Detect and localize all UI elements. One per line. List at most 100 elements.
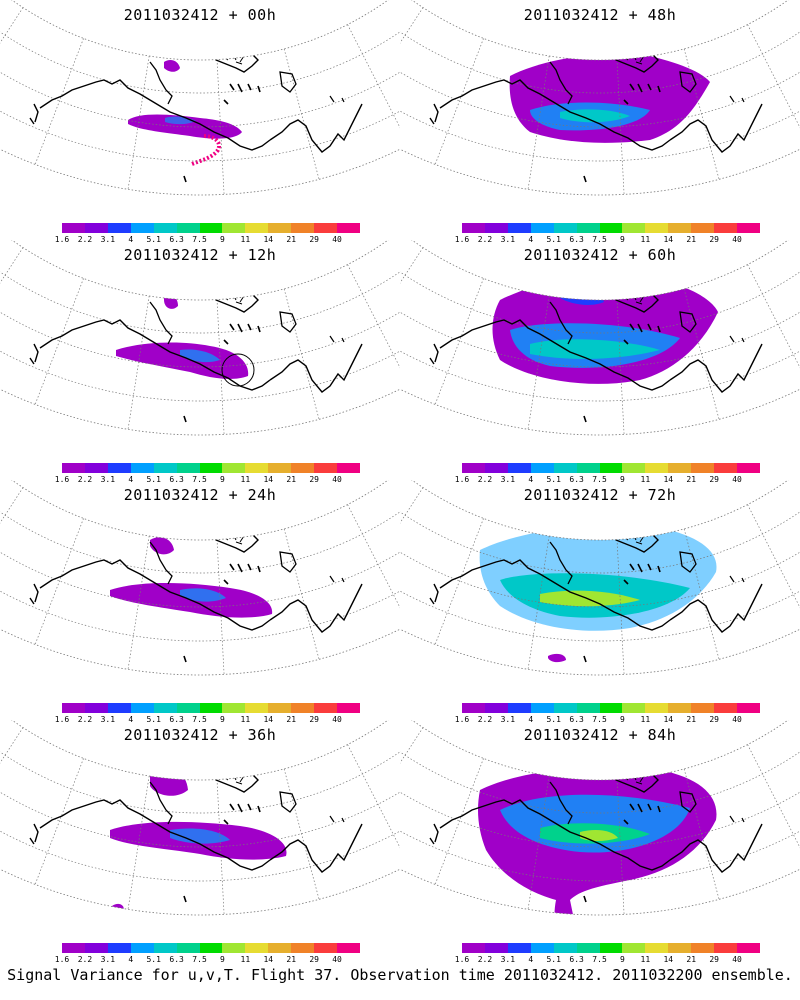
colorbar-swatch (576, 703, 600, 713)
panel-title: 2011032412 + 00h (123, 6, 277, 24)
colorbar-swatch (245, 703, 269, 713)
colorbar-tick-label: 3.1 (500, 475, 516, 484)
colorbar-tick-label: 14 (663, 715, 674, 724)
colorbar-tick-label: 29 (309, 955, 319, 964)
colorbar-tick-label: 40 (332, 955, 342, 964)
map-panel-12h: 2011032412 + 12h 1.6 2.2 3.1 4 5.1 6.3 7.5 9 11 1… (0, 240, 400, 490)
colorbar-tick-label: 21 (286, 955, 297, 964)
colorbar-tick-label: 4 (128, 955, 134, 964)
colorbar-swatch (176, 703, 200, 713)
colorbar-swatch (668, 943, 692, 953)
colorbar-swatch (84, 463, 108, 473)
panel-title: 2011032412 + 24h (123, 486, 277, 504)
colorbar-tick-label: 4 (528, 955, 534, 964)
colorbar-tick-label: 11 (240, 955, 251, 964)
colorbar-swatch (714, 703, 738, 713)
colorbar-tick-label: 7.5 (592, 235, 607, 244)
colorbar-swatch (737, 703, 760, 713)
colorbar-tick-label: 9 (220, 715, 225, 724)
colorbar-swatch (553, 223, 577, 233)
colorbar-tick-label: 6.3 (169, 715, 184, 724)
panel-title: 2011032412 + 48h (523, 6, 677, 24)
colorbar-tick-label: 7.5 (192, 235, 207, 244)
map-panel-36h: 2011032412 + 36h 1.6 2.2 3.1 4 5.1 6.3 7.5 9 11 1… (0, 720, 400, 970)
colorbar-swatch (107, 943, 131, 953)
colorbar-tick-label: 5.1 (546, 715, 561, 724)
colorbar-tick-label: 3.1 (100, 235, 116, 244)
colorbar-tick-label: 2.2 (477, 955, 493, 964)
colorbar-tick-label: 29 (709, 715, 719, 724)
map-panel-60h: 2011032412 + 60h 1.6 2.2 3.1 4 5.1 6.3 7.5 9 11 1… (400, 240, 800, 490)
colorbar-swatch (622, 223, 646, 233)
colorbar (62, 223, 360, 233)
polar-stereographic-map (0, 0, 400, 196)
colorbar-swatch (737, 223, 760, 233)
colorbar-tick-label: 1.6 (54, 955, 70, 964)
colorbar-swatch (622, 463, 646, 473)
colorbar-tick-label: 6.3 (169, 475, 184, 484)
colorbar-tick-label: 3.1 (500, 955, 516, 964)
colorbar-tick-label: 40 (332, 235, 342, 244)
map-panel-72h: 2011032412 + 72h 1.6 2.2 3.1 4 5.1 6.3 7.5 9 11 1… (400, 480, 800, 730)
colorbar-tick-label: 21 (686, 715, 697, 724)
colorbar-tick-label: 7.5 (592, 715, 607, 724)
colorbar-tick-label: 4 (128, 475, 134, 484)
colorbar-swatch (714, 463, 738, 473)
colorbar-swatch (599, 223, 623, 233)
polar-stereographic-map (0, 720, 400, 916)
polar-stereographic-map (400, 240, 800, 436)
colorbar-swatch (153, 943, 177, 953)
colorbar-swatch (222, 943, 246, 953)
colorbar-swatch (245, 943, 269, 953)
colorbar-swatch (84, 943, 108, 953)
colorbar-tick-label: 14 (663, 955, 674, 964)
colorbar-tick-label: 21 (286, 715, 297, 724)
colorbar-swatch (462, 943, 485, 953)
colorbar-tick-label: 40 (732, 475, 742, 484)
colorbar-swatch (130, 703, 154, 713)
colorbar-tick-label: 40 (732, 955, 742, 964)
colorbar-tick-label: 3.1 (100, 715, 116, 724)
colorbar-tick-label: 6.3 (569, 955, 584, 964)
colorbar-tick-label: 6.3 (569, 475, 584, 484)
colorbar-tick-label: 40 (332, 715, 342, 724)
polar-stereographic-map (400, 0, 800, 196)
colorbar-tick-label: 40 (732, 715, 742, 724)
colorbar-tick-label: 1.6 (454, 715, 470, 724)
polar-stereographic-map (0, 240, 400, 436)
colorbar-swatch (553, 703, 577, 713)
map-panel-24h: 2011032412 + 24h 1.6 2.2 3.1 4 5.1 6.3 7.5 9 11 1… (0, 480, 400, 730)
colorbar-swatch (645, 223, 669, 233)
colorbar-swatch (130, 943, 154, 953)
colorbar-tick-label: 1.6 (454, 955, 470, 964)
colorbar-tick-label: 21 (686, 235, 697, 244)
colorbar-tick-label: 1.6 (54, 235, 70, 244)
colorbar-tick-label: 11 (240, 475, 251, 484)
colorbar-tick-label: 7.5 (592, 475, 607, 484)
colorbar-swatch (507, 703, 531, 713)
colorbar-tick-label: 14 (663, 235, 674, 244)
colorbar-tick-label: 21 (686, 475, 697, 484)
colorbar-swatch (530, 703, 554, 713)
colorbar-tick-label: 4 (128, 715, 134, 724)
colorbar-tick-label: 14 (263, 475, 274, 484)
colorbar (462, 223, 760, 233)
colorbar-swatch (599, 703, 623, 713)
colorbar-tick-label: 29 (709, 955, 719, 964)
colorbar-tick-label: 6.3 (569, 715, 584, 724)
colorbar-tick-label: 2.2 (77, 955, 93, 964)
colorbar-swatch (691, 223, 715, 233)
colorbar-tick-label: 5.1 (546, 235, 561, 244)
colorbar-swatch (268, 703, 292, 713)
colorbar-swatch (245, 223, 269, 233)
colorbar-swatch (291, 943, 315, 953)
colorbar-tick-label: 5.1 (546, 475, 561, 484)
colorbar-swatch (576, 463, 600, 473)
colorbar-tick-label: 29 (309, 235, 319, 244)
colorbar-swatch (176, 463, 200, 473)
colorbar-swatch (62, 223, 85, 233)
map-panel-84h: 2011032412 + 84h 1.6 2.2 3.1 4 5.1 6.3 7.5 9 11 1… (400, 720, 800, 970)
colorbar-tick-label: 4 (528, 235, 534, 244)
colorbar-tick-label: 11 (640, 955, 651, 964)
colorbar-swatch (153, 463, 177, 473)
